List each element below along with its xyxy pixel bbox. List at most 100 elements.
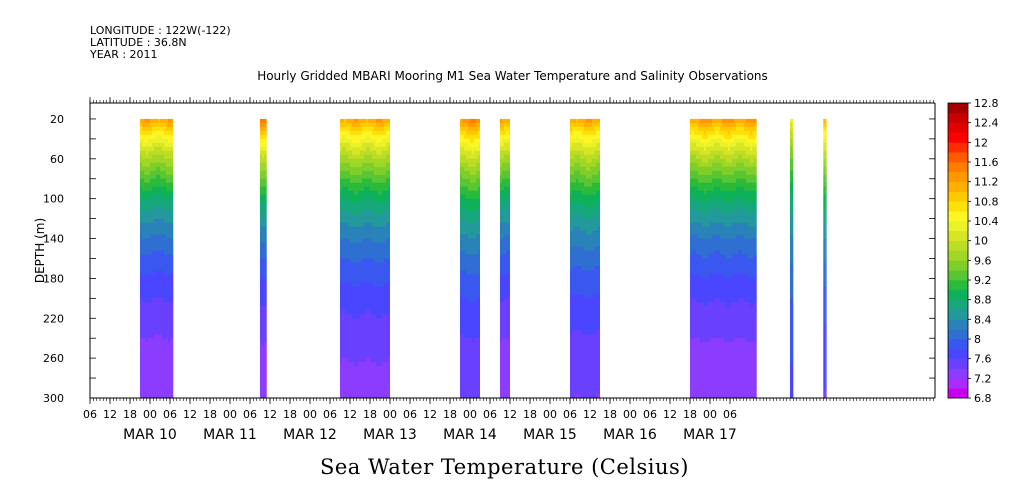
colorbar-cell — [948, 299, 968, 310]
x-tick-label: 12 — [423, 408, 437, 421]
colorbar-label: 10 — [974, 235, 988, 248]
colorbar-cell — [948, 329, 968, 340]
y-tick-label: 60 — [50, 153, 64, 166]
colorbar-label: 8 — [974, 333, 981, 346]
colorbar-cell — [948, 358, 968, 369]
colorbar-cell — [948, 260, 968, 271]
colorbar-cell — [948, 240, 968, 251]
x-tick-label: 06 — [243, 408, 257, 421]
x-tick-label: 00 — [383, 408, 397, 421]
data-segment — [140, 118, 174, 399]
colorbar-cell — [948, 289, 968, 300]
data-segment — [260, 118, 267, 399]
x-tick-label: 00 — [463, 408, 477, 421]
colorbar-cell — [948, 152, 968, 163]
colorbar-label: 8.4 — [974, 313, 992, 326]
x-tick-label: 12 — [103, 408, 117, 421]
colorbar-title: Sea Water Temperature (Celsius) — [319, 455, 689, 479]
colorbar-cell — [948, 171, 968, 182]
data-segment — [460, 118, 480, 399]
colorbar-cell — [948, 388, 968, 399]
colorbar-cell — [948, 122, 968, 133]
x-tick-label: 06 — [643, 408, 657, 421]
data-segment — [340, 118, 390, 399]
x-date-label: MAR 11 — [203, 427, 257, 443]
x-tick-label: 00 — [543, 408, 557, 421]
data-segment — [570, 118, 600, 399]
x-tick-label: 12 — [663, 408, 677, 421]
colorbar-cell — [948, 112, 968, 123]
data-segment — [790, 118, 794, 399]
colorbar-cell — [948, 221, 968, 232]
colorbar-label: 11.2 — [974, 176, 999, 189]
x-tick-label: 18 — [683, 408, 697, 421]
x-tick-label: 06 — [403, 408, 417, 421]
data-segment — [500, 118, 510, 399]
x-tick-label: 06 — [563, 408, 577, 421]
colorbar-label: 10.4 — [974, 215, 999, 228]
x-tick-label: 12 — [183, 408, 197, 421]
colorbar-cell — [948, 250, 968, 261]
x-tick-label: 12 — [583, 408, 597, 421]
colorbar-label: 12.8 — [974, 97, 999, 110]
colorbar-cell — [948, 368, 968, 379]
x-tick-label: 18 — [203, 408, 217, 421]
y-tick-label: 20 — [50, 113, 64, 126]
colorbar-cell — [948, 280, 968, 291]
colorbar-label: 12.4 — [974, 117, 999, 130]
colorbar-cell — [948, 348, 968, 359]
x-tick-label: 00 — [703, 408, 717, 421]
latitude-label: LATITUDE : 36.8N — [90, 36, 187, 49]
colorbar-cell — [948, 230, 968, 241]
x-tick-label: 00 — [623, 408, 637, 421]
x-tick-label: 12 — [263, 408, 277, 421]
x-tick-label: 18 — [603, 408, 617, 421]
colorbar-cell — [948, 309, 968, 320]
x-tick-label: 18 — [363, 408, 377, 421]
y-tick-label: 180 — [43, 272, 64, 285]
x-tick-label: 06 — [483, 408, 497, 421]
x-date-label: MAR 10 — [123, 427, 177, 443]
x-date-label: MAR 13 — [363, 427, 417, 443]
colorbar-label: 9.6 — [974, 254, 992, 267]
x-tick-label: 06 — [723, 408, 737, 421]
colorbar-cell — [948, 270, 968, 281]
colorbar-cell — [948, 142, 968, 153]
x-tick-label: 12 — [343, 408, 357, 421]
x-tick-label: 06 — [83, 408, 97, 421]
colorbar-cell — [948, 181, 968, 192]
colorbar-label: 11.6 — [974, 156, 999, 169]
y-axis-label: DEPTH (m) — [33, 218, 47, 283]
colorbar-cell — [948, 162, 968, 173]
y-tick-label: 100 — [43, 193, 64, 206]
colorbar-cell — [948, 103, 968, 114]
colorbar-label: 7.2 — [974, 372, 992, 385]
colorbar-label: 9.2 — [974, 274, 992, 287]
x-tick-label: 12 — [503, 408, 517, 421]
x-tick-label: 00 — [303, 408, 317, 421]
colorbar-label: 12 — [974, 136, 988, 149]
chart-title: Hourly Gridded MBARI Mooring M1 Sea Wate… — [257, 69, 768, 83]
colorbar-frame — [947, 102, 969, 399]
x-tick-label: 18 — [443, 408, 457, 421]
colorbar-cell — [948, 201, 968, 212]
colorbar-cell — [948, 211, 968, 222]
x-date-label: MAR 17 — [683, 427, 737, 443]
x-tick-label: 06 — [323, 408, 337, 421]
data-segment — [823, 118, 827, 399]
y-tick-label: 300 — [43, 392, 64, 405]
colorbar-cell — [948, 191, 968, 202]
data-segment — [690, 118, 757, 399]
x-date-label: MAR 15 — [523, 427, 577, 443]
x-tick-label: 00 — [223, 408, 237, 421]
x-tick-label: 18 — [123, 408, 137, 421]
y-tick-label: 140 — [43, 233, 64, 246]
x-tick-label: 06 — [163, 408, 177, 421]
y-tick-label: 260 — [43, 352, 64, 365]
longitude-label: LONGITUDE : 122W(-122) — [90, 24, 231, 37]
x-tick-label: 18 — [283, 408, 297, 421]
colorbar-cell — [948, 319, 968, 330]
y-tick-label: 220 — [43, 312, 64, 325]
colorbar-cell — [948, 378, 968, 389]
